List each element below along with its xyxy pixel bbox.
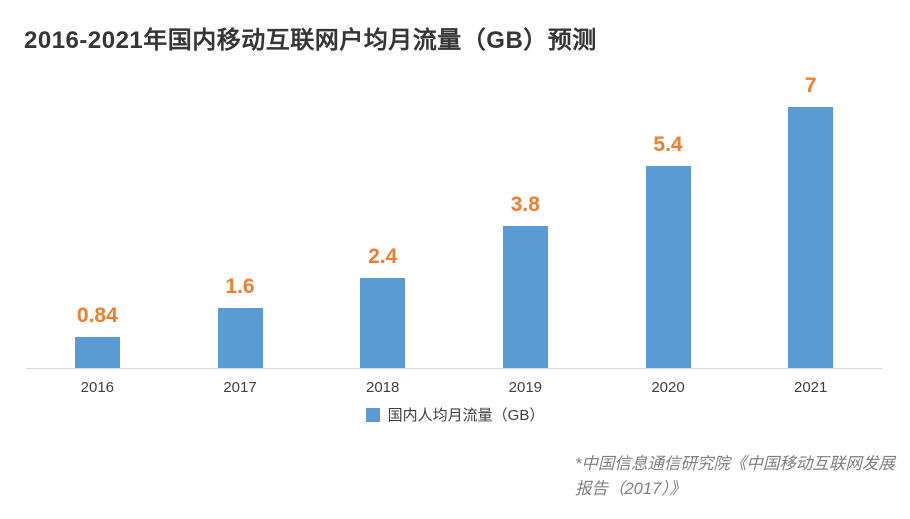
bar-value-label: 2.4 (368, 245, 398, 268)
source-note: *中国信息通信研究院《中国移动互联网发展报告（2017）》 (575, 455, 895, 498)
bar-column-2018: 2.4 (311, 58, 454, 368)
x-axis-line (26, 368, 882, 369)
plot-area: 0.84 1.6 2.4 3.8 5.4 7 2016 2017 2018 2019 2020 20… (26, 58, 882, 396)
bar-2021 (788, 107, 834, 368)
bar-value-label: 5.4 (653, 133, 683, 156)
x-axis-label-2021: 2021 (794, 379, 828, 396)
legend-label: 国内人均月流量（GB） (387, 407, 545, 424)
bar-value-label: 1.6 (225, 275, 255, 298)
bar-series: 0.84 1.6 2.4 3.8 5.4 7 (26, 58, 882, 368)
legend: 国内人均月流量（GB） (0, 404, 910, 425)
bar-column-2017: 1.6 (169, 58, 312, 368)
bar-2018 (360, 278, 406, 368)
x-axis-label-2016: 2016 (80, 379, 115, 396)
bar-value-label: 7 (804, 74, 817, 97)
bar-column-2020: 5.4 (597, 58, 740, 368)
bar-column-2021: 7 (739, 58, 882, 368)
x-axis-label-2019: 2019 (508, 379, 543, 396)
x-axis-label-2018: 2018 (365, 379, 400, 396)
legend-swatch (365, 407, 380, 422)
x-axis-label-2017: 2017 (223, 379, 257, 396)
x-axis-labels: 2016 2017 2018 2019 2020 2021 (26, 369, 882, 396)
x-axis-label-2020: 2020 (651, 379, 685, 396)
bar-column-2016: 0.84 (26, 58, 169, 368)
chart-title: 2016-2021年国内移动互联网户均月流量（GB）预测 (24, 27, 597, 54)
bar-2019 (502, 226, 548, 368)
bar-value-label: 0.84 (76, 304, 118, 327)
bar-2017 (217, 308, 263, 368)
bar-2020 (645, 166, 691, 368)
bar-value-label: 3.8 (510, 193, 540, 216)
bar-2016 (74, 337, 120, 368)
bar-column-2019: 3.8 (454, 58, 597, 368)
